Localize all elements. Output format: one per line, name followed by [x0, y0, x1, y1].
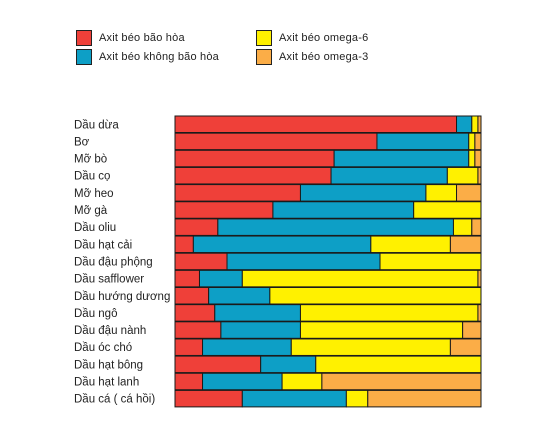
category-label: Dầu cá ( cá hồi) [74, 394, 155, 406]
bar-segment-unsaturated [220, 321, 301, 339]
category-label: Dầu đậu nành [74, 325, 146, 337]
bar-segment-omega6 [471, 115, 479, 133]
bar-segment-unsaturated [192, 235, 372, 254]
bar-segment-saturated [174, 287, 210, 305]
category-label: Dầu hạt lanh [74, 377, 139, 389]
bar-segment-omega3 [462, 321, 482, 339]
category-label: Dầu đậu phộng [74, 256, 153, 268]
bar-segment-saturated [174, 218, 219, 236]
bar-segment-omega6 [290, 338, 451, 356]
bar-segment-omega6 [299, 321, 464, 339]
bar-segment-saturated [174, 372, 204, 391]
bar-segment-omega3 [321, 372, 482, 391]
category-label: Dầu dừa [74, 119, 119, 131]
bar-segment-omega3 [449, 235, 482, 254]
bar-segment-saturated [174, 304, 216, 322]
bar-segment-saturated [174, 269, 200, 288]
legend-swatch-unsaturated [76, 49, 92, 65]
bar-segment-omega6 [468, 149, 476, 168]
category-label: Dầu hướng dương [74, 291, 170, 303]
bar-segment-omega3 [449, 338, 482, 356]
category-label: Mỡ bò [74, 154, 107, 166]
bar-segment-omega6 [345, 389, 369, 408]
category-label: Bơ [74, 136, 90, 148]
category-label: Dầu cọ [74, 171, 110, 183]
bar-segment-unsaturated [208, 287, 271, 305]
category-label: Dầu hạt bông [74, 359, 143, 371]
category-label: Dầu oliu [74, 222, 116, 234]
legend-swatch-saturated [76, 30, 92, 46]
bar-segment-unsaturated [198, 269, 243, 288]
bar-segment-omega3 [477, 269, 482, 288]
bar-segment-unsaturated [272, 201, 415, 219]
bar-segment-saturated [174, 184, 301, 202]
legend-label-unsaturated: Axit béo không bão hòa [99, 51, 219, 63]
bar-segment-omega6 [315, 355, 482, 374]
bar-segment-omega6 [299, 304, 479, 322]
bar-segment-omega3 [471, 218, 482, 236]
bar-segment-unsaturated [376, 132, 470, 151]
bar-segment-saturated [174, 166, 332, 185]
bar-segment-saturated [174, 115, 458, 133]
bar-segment-saturated [174, 201, 274, 219]
legend-label-saturated: Axit béo bão hòa [99, 32, 185, 44]
category-label: Dầu óc chó [74, 342, 132, 354]
bar-segment-unsaturated [202, 372, 283, 391]
bar-segment-omega3 [477, 115, 482, 133]
bar-segment-unsaturated [330, 166, 448, 185]
bar-segment-omega6 [425, 184, 458, 202]
legend-swatch-omega3 [256, 49, 272, 65]
legend-item-omega6: Axit béo omega-6 [256, 30, 368, 46]
bar-segment-omega3 [367, 389, 482, 408]
bar-segment-omega6 [370, 235, 451, 254]
bar-segment-omega3 [474, 132, 482, 151]
bar-segment-omega6 [413, 201, 482, 219]
bar-segment-saturated [174, 149, 335, 168]
bar-segment-saturated [174, 355, 262, 374]
legend-label-omega6: Axit béo omega-6 [279, 32, 369, 44]
category-label: Mỡ gà [74, 205, 108, 217]
bar-segment-omega3 [456, 184, 482, 202]
legend-label-omega3: Axit béo omega-3 [279, 51, 369, 63]
bar-segment-unsaturated [217, 218, 454, 236]
bar-segment-omega3 [477, 304, 482, 322]
bar-segment-omega6 [468, 132, 476, 151]
category-label: Dầu safflower [74, 274, 144, 286]
bar-segment-omega3 [477, 166, 482, 185]
bar-segment-unsaturated [226, 252, 381, 271]
bar-segment-saturated [174, 252, 228, 271]
bar-segment-omega3 [474, 149, 482, 168]
category-label: Mỡ heo [74, 188, 114, 200]
bar-segment-unsaturated [299, 184, 427, 202]
legend-swatch-omega6 [256, 30, 272, 46]
bar-segment-saturated [174, 321, 222, 339]
bar-segment-saturated [174, 338, 204, 356]
bar-segment-unsaturated [202, 338, 292, 356]
bar-segment-omega6 [379, 252, 482, 271]
bar-segment-saturated [174, 389, 243, 408]
category-label: Dầu hạt cải [74, 239, 132, 251]
category-label: Dầu ngô [74, 308, 117, 320]
bar-segment-unsaturated [333, 149, 470, 168]
bar-segment-unsaturated [241, 389, 347, 408]
bar-segment-unsaturated [214, 304, 301, 322]
bar-segment-omega6 [269, 287, 482, 305]
bar-segment-unsaturated [456, 115, 473, 133]
legend-item-unsaturated: Axit béo không bão hòa [76, 49, 219, 65]
legend-item-saturated: Axit béo bão hòa [76, 30, 185, 46]
bar-segment-omega6 [281, 372, 323, 391]
bar-segment-saturated [174, 132, 378, 151]
bar-segment-omega6 [452, 218, 473, 236]
bar-segment-omega6 [241, 269, 479, 288]
bar-segment-unsaturated [260, 355, 317, 374]
legend-item-omega3: Axit béo omega-3 [256, 49, 368, 65]
bar-segment-saturated [174, 235, 194, 254]
bar-segment-omega6 [446, 166, 479, 185]
